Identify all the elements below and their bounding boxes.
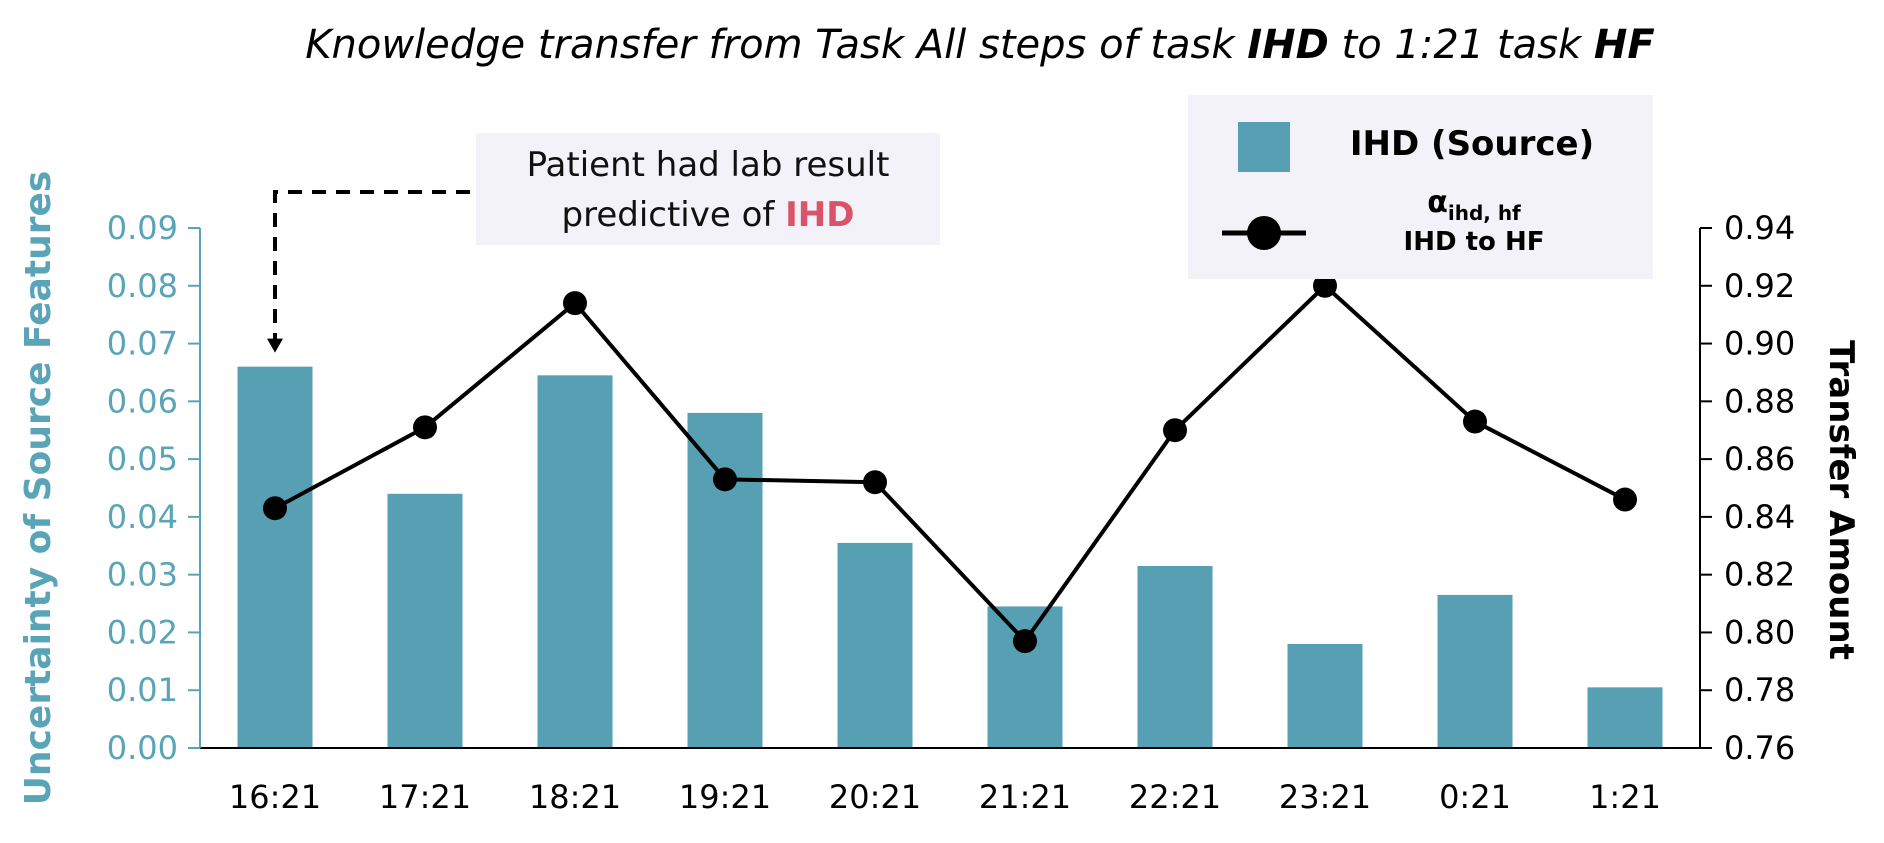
y-axis-right-label: Transfer Amount <box>1821 340 1861 660</box>
bar <box>1437 594 1513 748</box>
bar <box>237 366 313 748</box>
x-axis-ticks: 16:21 17:21 18:21 19:21 20:21 21:21 22:21 23:21… <box>229 778 1661 816</box>
chart-title-part: Knowledge transfer from Task All steps o… <box>305 22 1247 68</box>
bar <box>1587 687 1663 748</box>
bar <box>537 375 613 748</box>
left-tick-label: 0.06 <box>107 382 178 420</box>
right-axis-ticks: 0.76 0.78 0.80 0.82 0.84 0.86 0.88 0.90 0.92 0.94 <box>1700 209 1795 767</box>
annotation-line1: Patient had lab result <box>527 145 890 185</box>
bar <box>837 542 913 748</box>
legend-bar-swatch <box>1238 122 1290 172</box>
bar <box>387 493 463 748</box>
chart-title-part: IHD <box>1247 22 1329 68</box>
left-tick-label: 0.02 <box>107 613 178 651</box>
right-tick-label: 0.80 <box>1724 613 1795 651</box>
legend-alpha-subscript: ihd, hf <box>1448 201 1521 225</box>
left-tick-label: 0.03 <box>107 556 178 594</box>
annotation-line2: predictive of IHD <box>562 195 855 235</box>
line-series <box>263 273 1637 654</box>
bar <box>687 412 763 748</box>
x-tick-label: 19:21 <box>679 778 771 816</box>
bar-series <box>237 366 1663 748</box>
x-tick-label: 16:21 <box>229 778 321 816</box>
line-point <box>1613 487 1637 512</box>
legend-bar-label: IHD (Source) <box>1350 124 1594 164</box>
chart-title-part: to 1:21 task <box>1329 22 1594 68</box>
chart-title-part: HF <box>1594 22 1655 68</box>
legend-line-label: αihd, hf <box>1427 185 1521 225</box>
x-tick-label: 1:21 <box>1589 778 1661 816</box>
line-point <box>1313 273 1337 298</box>
legend-alpha: α <box>1427 185 1448 220</box>
left-tick-label: 0.01 <box>107 671 178 709</box>
annotation-box <box>476 133 940 245</box>
line-point <box>1013 629 1037 654</box>
line-point <box>1463 409 1487 434</box>
bar <box>1287 644 1363 748</box>
left-tick-label: 0.09 <box>107 209 178 247</box>
right-tick-label: 0.76 <box>1724 729 1795 767</box>
right-tick-label: 0.86 <box>1724 440 1795 478</box>
right-tick-label: 0.82 <box>1724 556 1795 594</box>
right-tick-label: 0.84 <box>1724 498 1795 536</box>
right-tick-label: 0.92 <box>1724 267 1795 305</box>
line-point <box>713 467 737 492</box>
legend-line-label2: IHD to HF <box>1404 227 1545 257</box>
left-tick-label: 0.08 <box>107 267 178 305</box>
right-tick-label: 0.94 <box>1724 209 1795 247</box>
line-point <box>1163 418 1187 443</box>
x-tick-label: 22:21 <box>1129 778 1221 816</box>
x-tick-label: 0:21 <box>1439 778 1511 816</box>
x-tick-label: 21:21 <box>979 778 1071 816</box>
right-tick-label: 0.88 <box>1724 382 1795 420</box>
x-tick-label: 23:21 <box>1279 778 1371 816</box>
left-tick-label: 0.04 <box>107 498 178 536</box>
legend: IHD (Source) αihd, hf IHD to HF <box>1188 95 1653 279</box>
annotation: Patient had lab result predictive of IHD <box>267 133 940 353</box>
x-tick-label: 18:21 <box>529 778 621 816</box>
left-axis-ticks: 0.00 0.01 0.02 0.03 0.04 0.05 0.06 0.07 0.08 0.09 <box>107 209 200 767</box>
annotation-highlight: IHD <box>785 195 854 235</box>
line-point <box>263 496 287 521</box>
right-tick-label: 0.78 <box>1724 671 1795 709</box>
plot-area: 0.00 0.01 0.02 0.03 0.04 0.05 0.06 0.07 0.08 0.09… <box>107 209 1796 816</box>
line-point <box>863 470 887 495</box>
line-path <box>274 283 1626 645</box>
left-tick-label: 0.05 <box>107 440 178 478</box>
left-tick-label: 0.07 <box>107 325 178 363</box>
x-tick-label: 17:21 <box>379 778 471 816</box>
line-point <box>563 291 587 316</box>
line-point <box>413 415 437 440</box>
left-tick-label: 0.00 <box>107 729 178 767</box>
annotation-line2-prefix: predictive of <box>562 195 786 235</box>
annotation-arrowhead <box>267 338 283 353</box>
bar <box>987 606 1063 748</box>
bar <box>1137 566 1213 748</box>
annotation-arrow <box>273 190 470 343</box>
y-axis-left-label: Uncertainty of Source Features <box>18 171 59 806</box>
x-tick-label: 20:21 <box>829 778 921 816</box>
chart-title: Knowledge transfer from Task All steps o… <box>305 22 1654 68</box>
right-tick-label: 0.90 <box>1724 325 1795 363</box>
legend-line-marker <box>1247 216 1281 250</box>
